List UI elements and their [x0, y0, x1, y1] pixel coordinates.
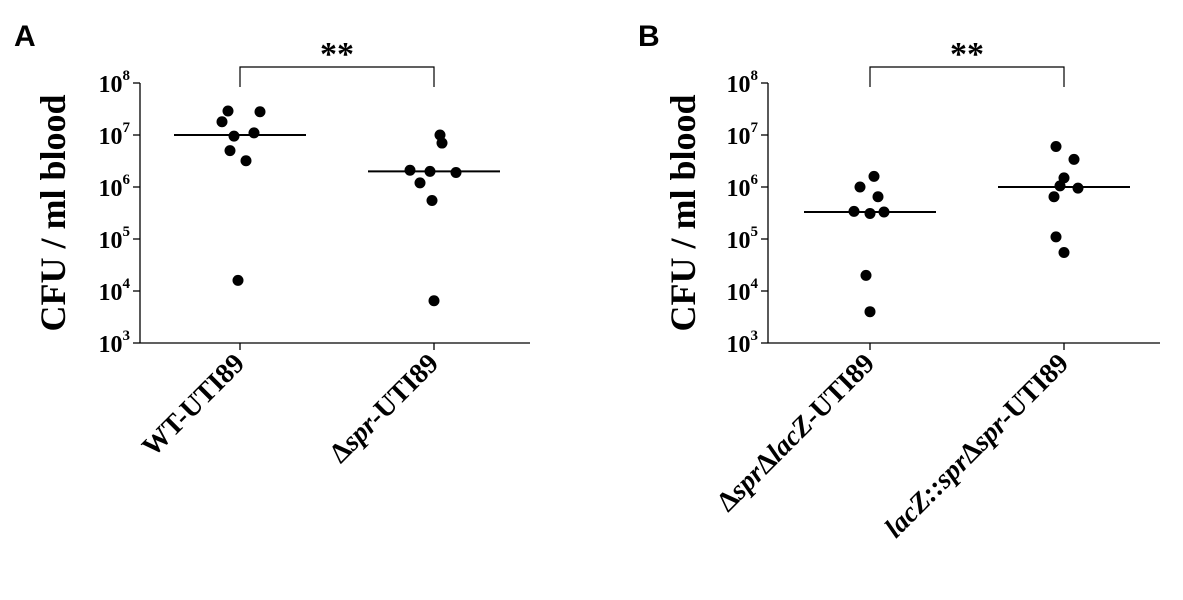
significance-label: **: [950, 36, 984, 73]
y-tick-label: 103: [99, 328, 131, 358]
data-point: [224, 145, 236, 157]
data-point: [254, 106, 266, 118]
data-point: [872, 191, 884, 203]
data-point: [216, 116, 228, 128]
y-tick-label: 108: [99, 68, 131, 98]
panel-b: B CFU / ml blood 103 104 105 106 107 108 ΔsprΔla…: [638, 20, 1160, 544]
data-point: [222, 105, 234, 117]
data-point: [240, 155, 252, 167]
y-tick-label: 108: [727, 68, 759, 98]
data-point: [864, 207, 876, 219]
data-point: [436, 137, 448, 149]
y-tick-label: 103: [727, 328, 759, 358]
y-tick-label: 104: [727, 276, 759, 306]
panel-letter: B: [638, 20, 660, 53]
significance-bracket: [239, 66, 435, 87]
y-axis-label: CFU / ml blood: [663, 94, 703, 331]
x-tick-label: Δspr-UTI89: [324, 348, 445, 469]
data-point: [1058, 247, 1070, 259]
data-point: [1072, 182, 1084, 194]
panel-a: A CFU / ml blood 103 104 105 106 107 108 WT-UTI8…: [14, 20, 530, 469]
significance-label: **: [320, 36, 354, 73]
data-point: [1050, 141, 1062, 153]
data-point: [428, 295, 440, 307]
data-point: [1054, 180, 1066, 192]
data-point: [426, 195, 438, 207]
y-tick-label: 105: [99, 224, 131, 254]
y-axis-label: CFU / ml blood: [33, 94, 73, 331]
data-point: [864, 306, 876, 318]
panel-letter: A: [14, 20, 36, 53]
data-point: [450, 167, 462, 179]
y-tick-label: 106: [99, 172, 131, 202]
data-point: [232, 274, 244, 286]
x-tick-label: ΔsprΔlacZ-UTI89: [711, 348, 881, 518]
data-point: [248, 127, 260, 139]
data-point: [868, 170, 880, 182]
data-point: [228, 130, 240, 142]
data-point: [854, 181, 866, 193]
x-tick-label: lacZ::sprΔspr-UTI89: [879, 348, 1075, 544]
y-tick-label: 105: [727, 224, 759, 254]
significance-bracket: [869, 66, 1065, 87]
data-point: [414, 177, 426, 189]
y-tick-label: 107: [727, 120, 759, 150]
x-tick-label: WT-UTI89: [136, 348, 251, 463]
y-tick-label: 104: [99, 276, 131, 306]
data-point: [1048, 191, 1060, 203]
data-point: [860, 269, 872, 281]
data-point: [404, 164, 416, 176]
y-tick-label: 107: [99, 120, 131, 150]
data-point: [1050, 231, 1062, 243]
y-tick-label: 106: [727, 172, 759, 202]
data-point: [1068, 153, 1080, 165]
